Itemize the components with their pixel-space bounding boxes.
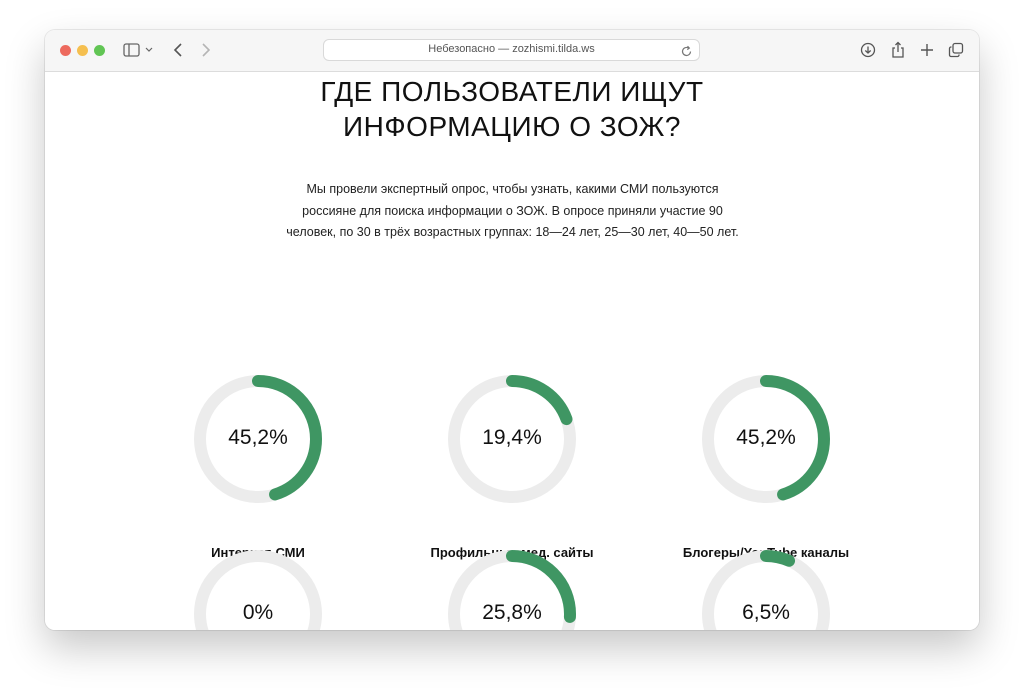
donut-arc (702, 375, 830, 503)
downloads-button[interactable] (859, 40, 877, 60)
donut-ring (702, 550, 830, 630)
close-window-button[interactable] (60, 45, 71, 56)
donut-value-label: 0% (242, 601, 274, 624)
address-bar-text: Небезопасно — zozhismi.tilda.ws (428, 43, 595, 55)
zoom-window-button[interactable] (94, 45, 105, 56)
sidebar-icon (123, 43, 153, 57)
sidebar-toggle-button[interactable] (121, 40, 155, 60)
forward-button[interactable] (198, 40, 214, 60)
page-title-line-1: ГДЕ ПОЛЬЗОВАТЕЛИ ИЩУТ (320, 76, 704, 107)
donut-value-label: 19,4% (482, 426, 542, 449)
donut-ring (448, 375, 576, 503)
tabs-icon (948, 42, 964, 58)
page-content: ГДЕ ПОЛЬЗОВАТЕЛИ ИЩУТ ИНФОРМАЦИЮ О ЗОЖ? … (45, 72, 979, 630)
chevron-right-icon (201, 42, 211, 58)
address-bar[interactable]: Небезопасно — zozhismi.tilda.ws (323, 39, 700, 61)
new-tab-button[interactable] (918, 40, 936, 60)
browser-window: Небезопасно — zozhismi.tilda.ws (45, 30, 979, 630)
minimize-window-button[interactable] (77, 45, 88, 56)
donut-arc (702, 550, 830, 630)
donut-chart: 45,2% (702, 375, 830, 503)
reload-icon[interactable] (680, 43, 693, 62)
donut-ring (448, 550, 576, 630)
browser-toolbar: Небезопасно — zozhismi.tilda.ws (45, 30, 979, 72)
donut-chart: 19,4% (448, 375, 576, 503)
chevron-left-icon (173, 42, 183, 58)
donut-chart: 25,8% (448, 550, 576, 630)
page-title-line-2: ИНФОРМАЦИЮ О ЗОЖ? (343, 111, 681, 142)
back-button[interactable] (170, 40, 186, 60)
donut-chart: 45,2% (194, 375, 322, 503)
page-title: ГДЕ ПОЛЬЗОВАТЕЛИ ИЩУТ ИНФОРМАЦИЮ О ЗОЖ? (45, 74, 979, 144)
donut-ring (702, 375, 830, 503)
intro-paragraph: Мы провели экспертный опрос, чтобы узнат… (286, 182, 739, 240)
donut-arc (194, 375, 322, 503)
donut-value-label: 6,5% (742, 601, 790, 624)
donut-track (194, 550, 322, 630)
donut-ring (194, 550, 322, 630)
donut-value-label: 25,8% (482, 601, 542, 624)
donut-arc (448, 550, 576, 630)
donut-chart: 6,5% (702, 550, 830, 630)
share-icon (890, 41, 906, 59)
tab-overview-button[interactable] (947, 40, 965, 60)
donut-value-label: 45,2% (228, 426, 288, 449)
donut-ring (194, 375, 322, 503)
donut-chart: 0% (194, 550, 322, 630)
share-button[interactable] (889, 40, 907, 60)
donut-arc (448, 375, 576, 503)
donut-value-label: 45,2% (736, 426, 796, 449)
download-icon (860, 42, 876, 58)
plus-icon (920, 43, 934, 57)
